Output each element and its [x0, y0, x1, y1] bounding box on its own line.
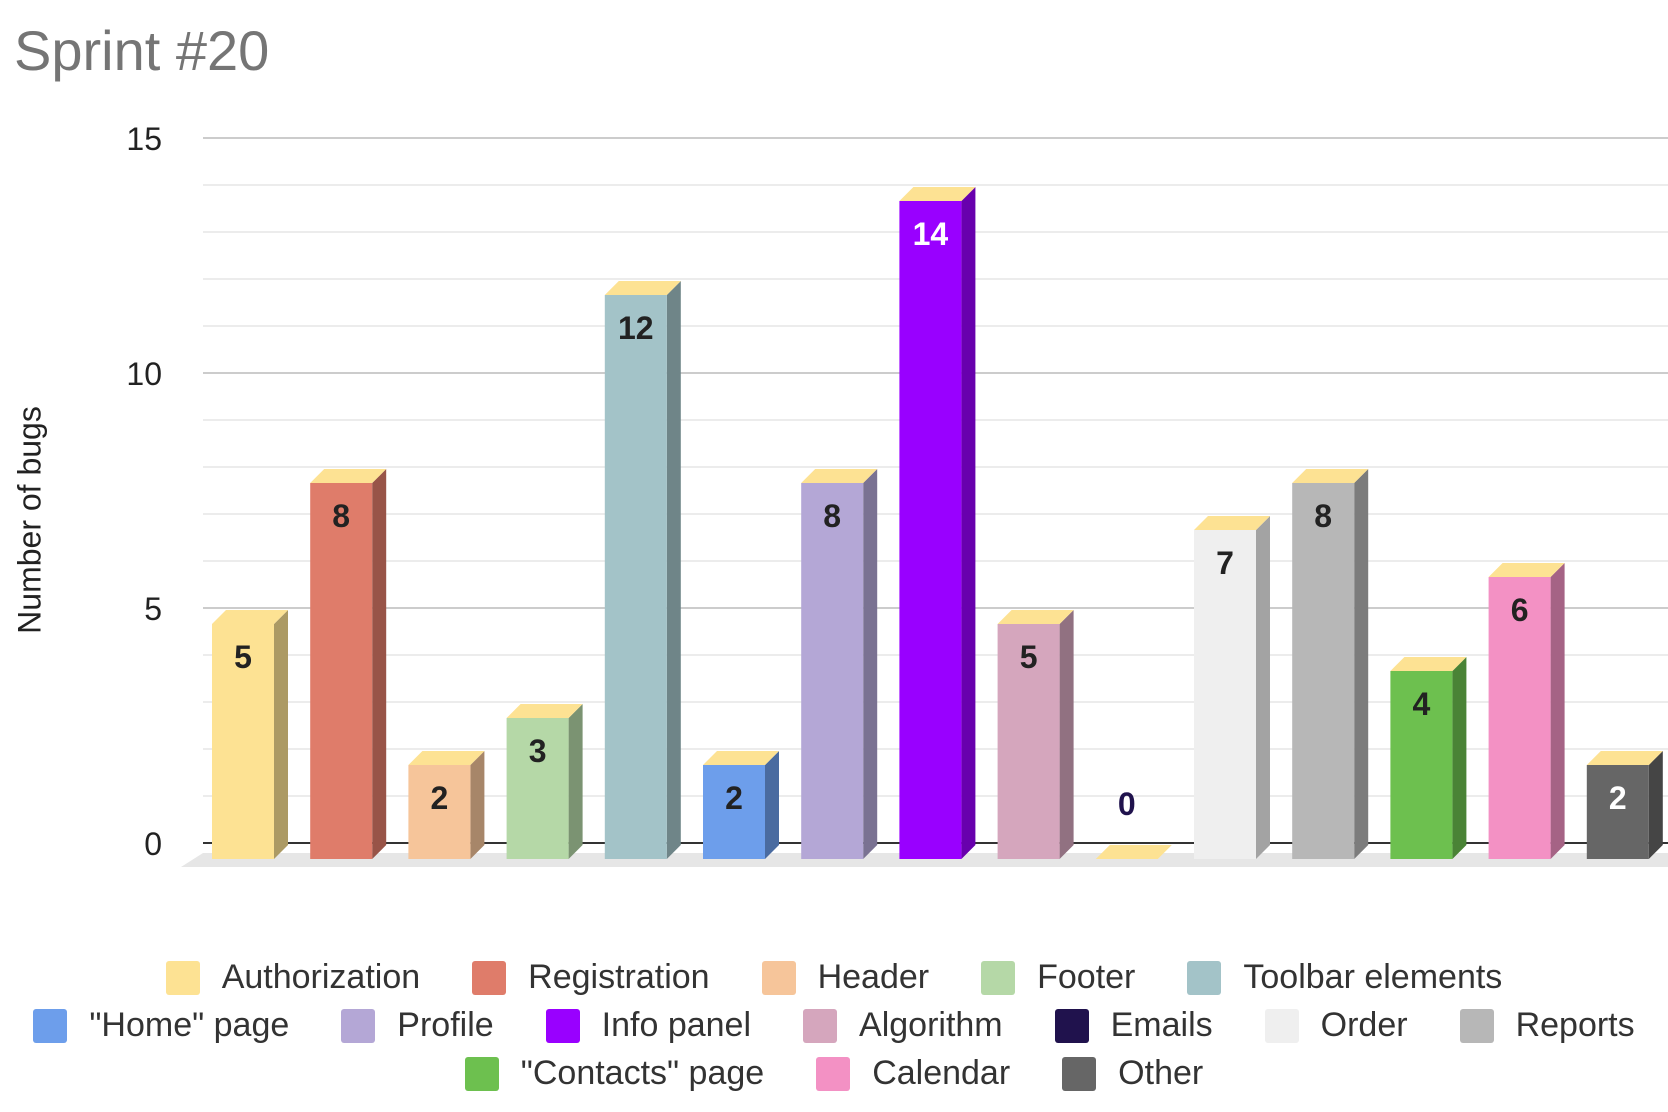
legend-item: Emails	[1055, 1006, 1213, 1045]
legend-swatch	[166, 961, 200, 995]
legend-swatch	[472, 961, 506, 995]
bar-side	[1551, 563, 1565, 859]
data-label: 5	[1020, 639, 1038, 675]
data-label: 8	[823, 498, 841, 534]
legend-label: "Home" page	[89, 1006, 289, 1045]
legend-label: Toolbar elements	[1243, 958, 1502, 997]
bar-side	[863, 469, 877, 859]
legend-label: Order	[1321, 1006, 1408, 1045]
bar-side	[274, 610, 288, 859]
legend-item: Footer	[981, 958, 1135, 997]
data-label: 2	[1609, 780, 1627, 816]
bar-side	[470, 751, 484, 859]
legend-label: Footer	[1037, 958, 1135, 997]
legend-swatch	[803, 1009, 837, 1043]
legend-label: Profile	[397, 1006, 493, 1045]
data-label: 8	[1314, 498, 1332, 534]
bar-side	[1452, 657, 1466, 859]
legend-item: Info panel	[546, 1006, 751, 1045]
y-tick-label: 15	[126, 121, 162, 157]
legend-swatch	[1460, 1009, 1494, 1043]
legend-item: Toolbar elements	[1187, 958, 1502, 997]
y-tick-label: 5	[144, 591, 162, 627]
legend-label: Other	[1118, 1054, 1203, 1093]
legend-item: Authorization	[166, 958, 420, 997]
legend-label: Registration	[528, 958, 709, 997]
legend-swatch	[981, 961, 1015, 995]
bar	[899, 201, 961, 859]
legend-swatch	[33, 1009, 67, 1043]
legend-label: Info panel	[602, 1006, 751, 1045]
legend-swatch	[341, 1009, 375, 1043]
bar-side	[569, 704, 583, 859]
bar	[605, 295, 667, 859]
y-tick-label: 10	[126, 356, 162, 392]
legend-swatch	[1055, 1009, 1089, 1043]
data-label: 12	[618, 310, 654, 346]
legend-item: Calendar	[816, 1054, 1010, 1093]
legend-swatch	[546, 1009, 580, 1043]
legend-label: Header	[818, 958, 930, 997]
legend-row: "Contacts" page Calendar Other	[0, 1054, 1668, 1093]
bar	[801, 483, 863, 859]
data-label: 0	[1118, 786, 1136, 822]
data-label: 2	[725, 780, 743, 816]
legend-item: "Contacts" page	[465, 1054, 764, 1093]
bar-side	[1256, 516, 1270, 859]
data-label: 5	[234, 639, 252, 675]
bar-side	[765, 751, 779, 859]
plot-area: 0 5 10 15 5 8 2 3 12 2 8 14 5 0 7 8 4 6 2	[0, 0, 1668, 900]
legend-swatch	[465, 1057, 499, 1091]
legend-label: Emails	[1111, 1006, 1213, 1045]
legend-swatch	[816, 1057, 850, 1091]
legend-swatch	[762, 961, 796, 995]
data-label: 14	[913, 216, 949, 252]
legend-item: Header	[762, 958, 930, 997]
bar-side	[1649, 751, 1663, 859]
bar-side	[961, 187, 975, 859]
legend-item: Profile	[341, 1006, 493, 1045]
bar-side	[1060, 610, 1074, 859]
bar-side	[372, 469, 386, 859]
data-label: 3	[529, 733, 547, 769]
legend-label: Reports	[1516, 1006, 1635, 1045]
legend-item: Algorithm	[803, 1006, 1003, 1045]
legend-swatch	[1265, 1009, 1299, 1043]
data-label: 7	[1216, 545, 1234, 581]
bar-side	[667, 281, 681, 859]
bar-side	[1354, 469, 1368, 859]
data-label: 8	[332, 498, 350, 534]
bar	[310, 483, 372, 859]
y-tick-label: 0	[144, 826, 162, 862]
legend-item: Other	[1062, 1054, 1203, 1093]
bar	[1292, 483, 1354, 859]
legend-item: Reports	[1460, 1006, 1635, 1045]
legend-swatch	[1187, 961, 1221, 995]
legend-label: Calendar	[872, 1054, 1010, 1093]
legend-item: Registration	[472, 958, 709, 997]
data-label: 4	[1413, 686, 1431, 722]
legend-item: "Home" page	[33, 1006, 289, 1045]
legend-row: Authorization Registration Header Footer Too…	[0, 958, 1668, 997]
legend-label: "Contacts" page	[521, 1054, 764, 1093]
legend-item: Order	[1265, 1006, 1408, 1045]
legend-swatch	[1062, 1057, 1096, 1091]
data-label: 6	[1511, 592, 1529, 628]
legend-label: Algorithm	[859, 1006, 1003, 1045]
legend-row: "Home" page Profile Info panel Algorithm Ema…	[0, 1006, 1668, 1045]
legend-label: Authorization	[222, 958, 420, 997]
data-label: 2	[431, 780, 449, 816]
